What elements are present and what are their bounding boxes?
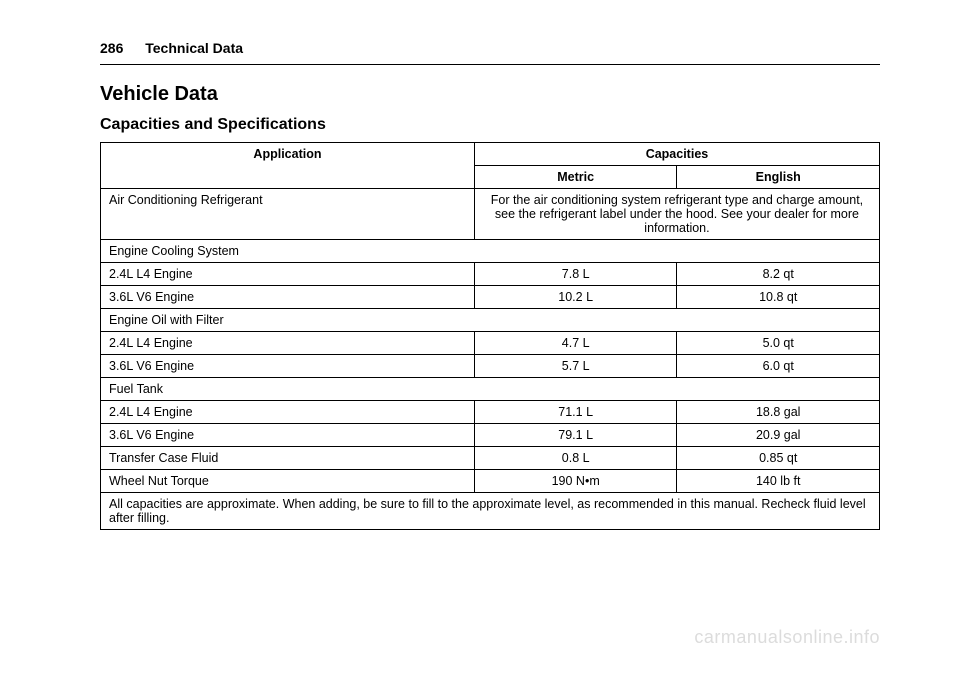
- table-row: Transfer Case Fluid 0.8 L 0.85 qt: [101, 447, 880, 470]
- cell-label: 3.6L V6 Engine: [101, 286, 475, 309]
- table-row: 2.4L L4 Engine 71.1 L 18.8 gal: [101, 401, 880, 424]
- cell-label: 3.6L V6 Engine: [101, 424, 475, 447]
- cell-group-label: Fuel Tank: [101, 378, 880, 401]
- col-english: English: [677, 166, 880, 189]
- cell-metric: 190 N•m: [474, 470, 677, 493]
- cell-group-label: Engine Cooling System: [101, 240, 880, 263]
- cell-metric: 7.8 L: [474, 263, 677, 286]
- cell-metric: 0.8 L: [474, 447, 677, 470]
- cell-english: 0.85 qt: [677, 447, 880, 470]
- cell-label: 3.6L V6 Engine: [101, 355, 475, 378]
- table-row: 3.6L V6 Engine 5.7 L 6.0 qt: [101, 355, 880, 378]
- cell-label: 2.4L L4 Engine: [101, 401, 475, 424]
- page-header: 286 Technical Data: [100, 40, 880, 65]
- cell-metric: 71.1 L: [474, 401, 677, 424]
- cell-group-label: Engine Oil with Filter: [101, 309, 880, 332]
- page-number: 286: [100, 40, 123, 56]
- table-row: Fuel Tank: [101, 378, 880, 401]
- cell-label: Wheel Nut Torque: [101, 470, 475, 493]
- page-title: Vehicle Data: [100, 83, 880, 106]
- table-row: 2.4L L4 Engine 7.8 L 8.2 qt: [101, 263, 880, 286]
- col-capacities: Capacities: [474, 143, 879, 166]
- col-metric: Metric: [474, 166, 677, 189]
- cell-label: Air Conditioning Refrigerant: [101, 189, 475, 240]
- cell-english: 18.8 gal: [677, 401, 880, 424]
- cell-english: 8.2 qt: [677, 263, 880, 286]
- col-application: Application: [101, 143, 475, 189]
- cell-metric: 10.2 L: [474, 286, 677, 309]
- manual-page: 286 Technical Data Vehicle Data Capaciti…: [0, 0, 960, 530]
- cell-label: Transfer Case Fluid: [101, 447, 475, 470]
- table-row: Wheel Nut Torque 190 N•m 140 lb ft: [101, 470, 880, 493]
- table-row: Engine Oil with Filter: [101, 309, 880, 332]
- table-header-row: Application Capacities: [101, 143, 880, 166]
- table-row: Engine Cooling System: [101, 240, 880, 263]
- table-row: Air Conditioning Refrigerant For the air…: [101, 189, 880, 240]
- cell-metric: 4.7 L: [474, 332, 677, 355]
- cell-text: For the air conditioning system refriger…: [474, 189, 879, 240]
- cell-english: 5.0 qt: [677, 332, 880, 355]
- cell-label: 2.4L L4 Engine: [101, 332, 475, 355]
- table-row: 3.6L V6 Engine 79.1 L 20.9 gal: [101, 424, 880, 447]
- cell-english: 6.0 qt: [677, 355, 880, 378]
- cell-metric: 5.7 L: [474, 355, 677, 378]
- table-row: 2.4L L4 Engine 4.7 L 5.0 qt: [101, 332, 880, 355]
- specifications-table: Application Capacities Metric English Ai…: [100, 142, 880, 530]
- cell-english: 140 lb ft: [677, 470, 880, 493]
- cell-label: 2.4L L4 Engine: [101, 263, 475, 286]
- watermark-text: carmanualsonline.info: [694, 627, 880, 648]
- cell-footnote: All capacities are approximate. When add…: [101, 493, 880, 530]
- cell-english: 10.8 qt: [677, 286, 880, 309]
- page-subtitle: Capacities and Specifications: [100, 116, 880, 134]
- table-row: 3.6L V6 Engine 10.2 L 10.8 qt: [101, 286, 880, 309]
- cell-english: 20.9 gal: [677, 424, 880, 447]
- section-title: Technical Data: [145, 40, 243, 56]
- cell-metric: 79.1 L: [474, 424, 677, 447]
- table-footnote-row: All capacities are approximate. When add…: [101, 493, 880, 530]
